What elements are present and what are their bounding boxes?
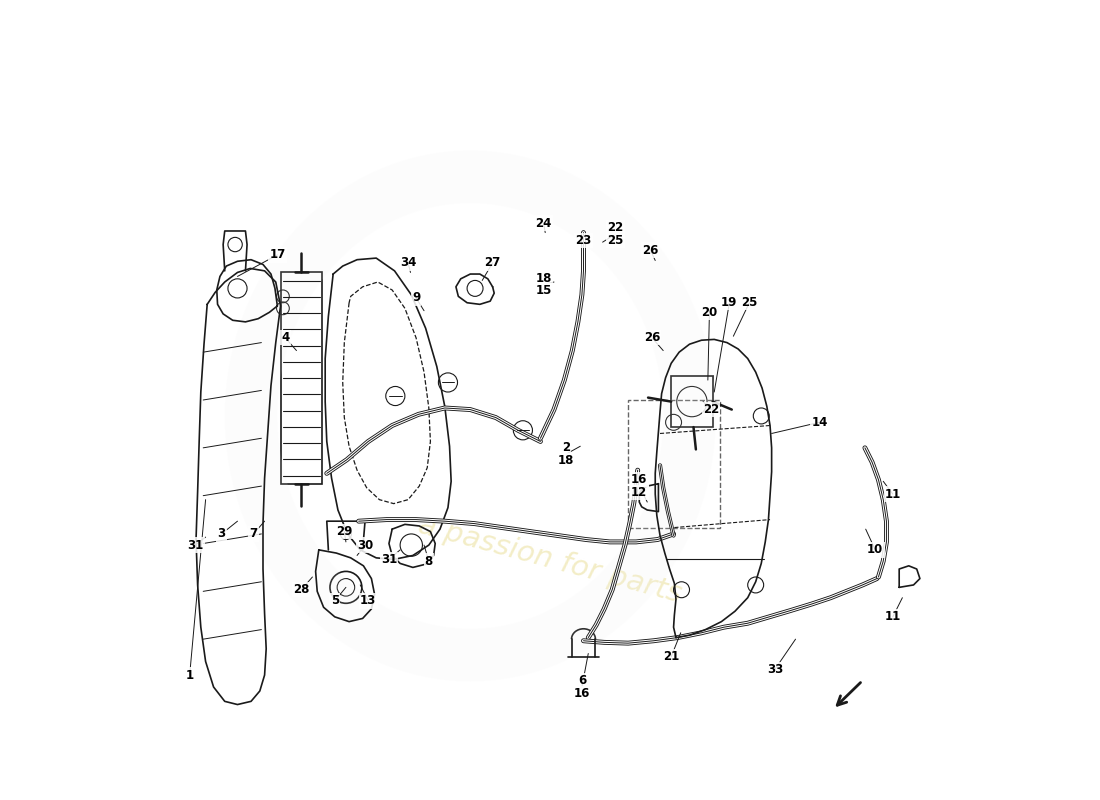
Bar bbox=[628, 400, 719, 527]
Text: 34: 34 bbox=[400, 256, 416, 270]
Text: 16: 16 bbox=[631, 474, 648, 486]
Text: 24: 24 bbox=[536, 217, 552, 230]
Text: 29: 29 bbox=[337, 525, 352, 538]
Bar bbox=[280, 273, 322, 484]
Text: 16: 16 bbox=[574, 687, 590, 700]
Text: 7: 7 bbox=[250, 527, 257, 541]
Text: 26: 26 bbox=[642, 244, 659, 257]
Text: 17: 17 bbox=[270, 249, 286, 262]
Text: 2: 2 bbox=[562, 442, 570, 454]
Text: 25: 25 bbox=[741, 296, 758, 310]
Text: 11: 11 bbox=[884, 610, 901, 623]
Text: 31: 31 bbox=[381, 553, 397, 566]
Text: 6: 6 bbox=[578, 674, 586, 687]
Text: 26: 26 bbox=[644, 331, 660, 344]
Text: 8: 8 bbox=[425, 554, 433, 567]
Text: 33: 33 bbox=[767, 663, 783, 676]
Text: 13: 13 bbox=[360, 594, 376, 607]
Text: 3: 3 bbox=[218, 527, 226, 541]
Text: 31: 31 bbox=[187, 538, 204, 551]
Text: 12: 12 bbox=[631, 486, 648, 499]
Text: 28: 28 bbox=[293, 583, 309, 596]
Text: a passion for parts: a passion for parts bbox=[415, 510, 685, 608]
Text: 9: 9 bbox=[411, 291, 420, 305]
Text: 4: 4 bbox=[282, 331, 289, 344]
Text: 22: 22 bbox=[607, 222, 624, 234]
Text: 5: 5 bbox=[331, 594, 339, 607]
Text: 1: 1 bbox=[186, 669, 194, 682]
Text: 11: 11 bbox=[884, 487, 901, 501]
Text: 18: 18 bbox=[558, 454, 574, 467]
Bar bbox=[671, 376, 713, 427]
Text: 22: 22 bbox=[703, 403, 719, 416]
Text: 14: 14 bbox=[812, 416, 827, 429]
Text: 23: 23 bbox=[575, 234, 592, 247]
Text: 15: 15 bbox=[536, 284, 552, 298]
Text: 19: 19 bbox=[722, 296, 738, 310]
Text: 27: 27 bbox=[484, 256, 500, 270]
Text: 18: 18 bbox=[536, 271, 552, 285]
Text: 10: 10 bbox=[867, 543, 883, 556]
Text: 20: 20 bbox=[702, 306, 717, 319]
Text: 25: 25 bbox=[607, 234, 624, 247]
Text: 21: 21 bbox=[663, 650, 680, 663]
Text: 30: 30 bbox=[356, 538, 373, 551]
